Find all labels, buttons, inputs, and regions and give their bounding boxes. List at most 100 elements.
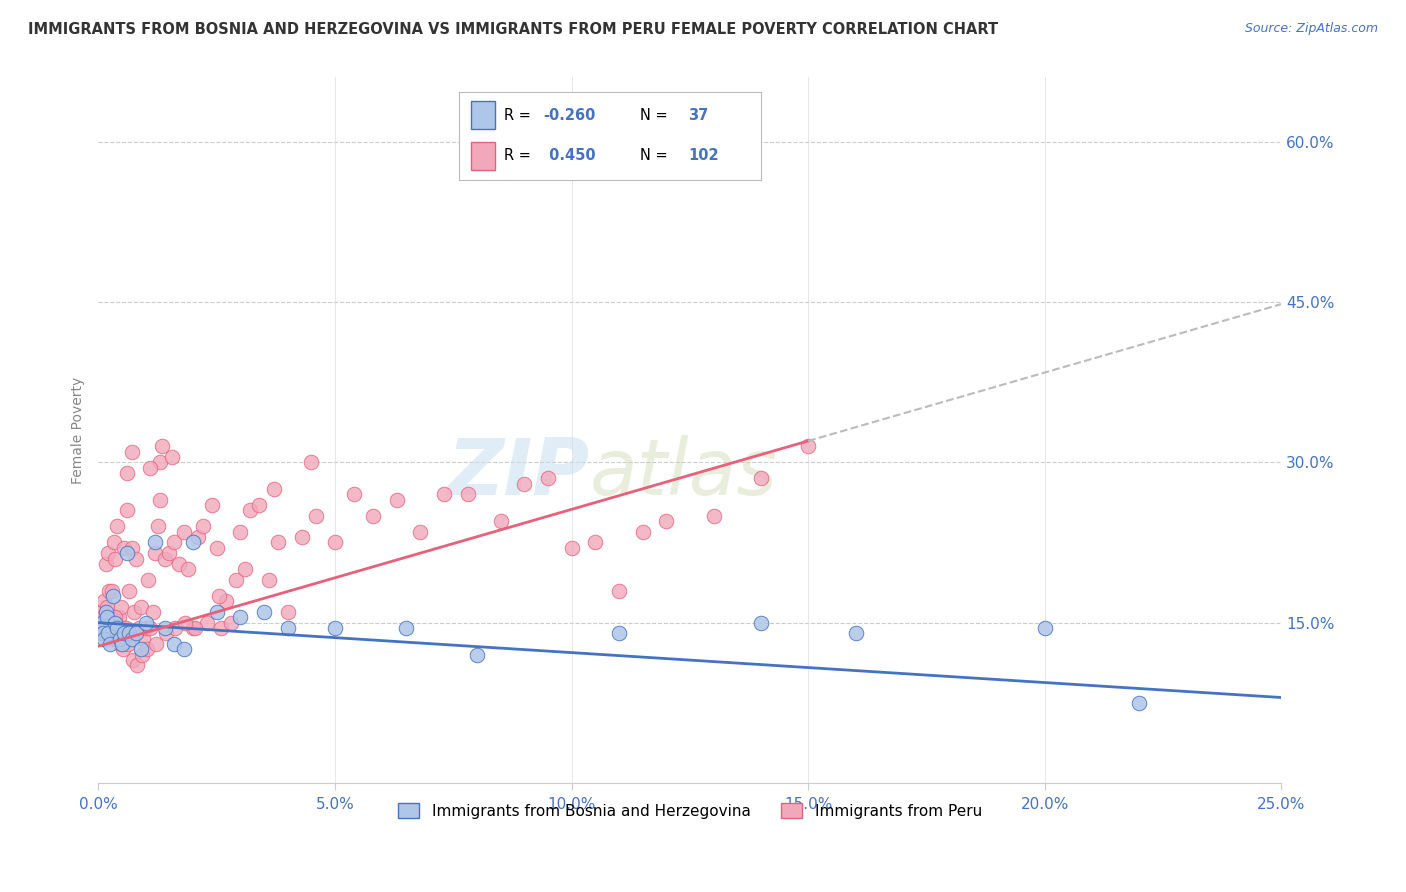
Point (211, 621, 233, 635)
Point (97, 583, 120, 598)
Point (96, 610, 118, 624)
Point (219, 615, 242, 630)
Point (844, 626, 866, 640)
Point (125, 551, 148, 566)
Point (93, 632, 115, 646)
Point (173, 642, 195, 657)
Y-axis label: Female Poverty: Female Poverty (72, 376, 86, 483)
Point (110, 599, 132, 614)
Point (104, 551, 127, 566)
Point (184, 621, 207, 635)
Point (139, 460, 162, 475)
Point (129, 599, 152, 614)
Point (489, 514, 512, 528)
Point (631, 524, 654, 539)
Point (299, 455, 322, 469)
Point (155, 626, 177, 640)
Point (93, 594, 115, 608)
Point (513, 476, 536, 491)
Point (91, 605, 114, 619)
Point (229, 524, 252, 539)
Point (91, 626, 114, 640)
Point (121, 653, 143, 667)
Point (181, 535, 204, 549)
Text: IMMIGRANTS FROM BOSNIA AND HERZEGOVINA VS IMMIGRANTS FROM PERU FEMALE POVERTY CO: IMMIGRANTS FROM BOSNIA AND HERZEGOVINA V… (28, 22, 998, 37)
Point (583, 535, 606, 549)
Text: atlas: atlas (589, 434, 778, 510)
Point (146, 519, 169, 533)
Point (150, 439, 173, 453)
Point (149, 492, 172, 507)
Point (132, 632, 155, 646)
Point (201, 498, 224, 512)
Point (98, 626, 121, 640)
Point (90, 621, 112, 635)
Point (797, 439, 820, 453)
Point (149, 455, 172, 469)
Point (607, 626, 630, 640)
Text: Source: ZipAtlas.com: Source: ZipAtlas.com (1244, 22, 1378, 36)
Point (160, 450, 183, 464)
Point (749, 471, 772, 485)
Point (1033, 621, 1056, 635)
Point (118, 583, 141, 598)
Point (94, 605, 117, 619)
Point (142, 605, 165, 619)
Point (139, 621, 162, 635)
Point (181, 621, 204, 635)
Point (90, 626, 112, 640)
Point (323, 621, 346, 635)
Point (111, 637, 134, 651)
Point (143, 535, 166, 549)
Point (111, 637, 134, 651)
Point (107, 632, 129, 646)
Point (208, 589, 231, 603)
Point (215, 594, 238, 608)
Point (277, 605, 299, 619)
Point (118, 626, 141, 640)
Point (409, 524, 432, 539)
Point (136, 573, 159, 587)
Point (191, 519, 214, 533)
Point (167, 557, 190, 571)
Point (163, 637, 186, 651)
Point (97, 546, 120, 560)
Point (101, 589, 124, 603)
Point (145, 637, 167, 651)
Point (263, 482, 285, 496)
Point (205, 541, 228, 555)
Point (117, 637, 139, 651)
Point (607, 583, 630, 598)
Point (115, 546, 138, 560)
Point (112, 642, 135, 657)
Point (267, 535, 290, 549)
Point (153, 551, 176, 566)
Point (91, 610, 114, 624)
Point (104, 610, 127, 624)
Point (247, 498, 270, 512)
Point (129, 642, 152, 657)
Point (103, 535, 125, 549)
Point (157, 546, 180, 560)
Point (108, 637, 131, 651)
Point (96, 599, 118, 614)
Point (98, 637, 121, 651)
Point (257, 573, 280, 587)
Point (135, 621, 157, 635)
Point (127, 658, 149, 673)
Point (121, 632, 143, 646)
Point (253, 605, 276, 619)
Point (195, 615, 218, 630)
Point (561, 541, 583, 555)
Point (1128, 696, 1150, 710)
Point (108, 632, 131, 646)
Point (104, 615, 127, 630)
Point (91, 615, 114, 630)
Point (125, 626, 148, 640)
Point (655, 514, 678, 528)
Point (121, 444, 143, 458)
Point (361, 508, 384, 523)
Point (128, 621, 150, 635)
Point (115, 503, 138, 517)
Point (135, 642, 157, 657)
